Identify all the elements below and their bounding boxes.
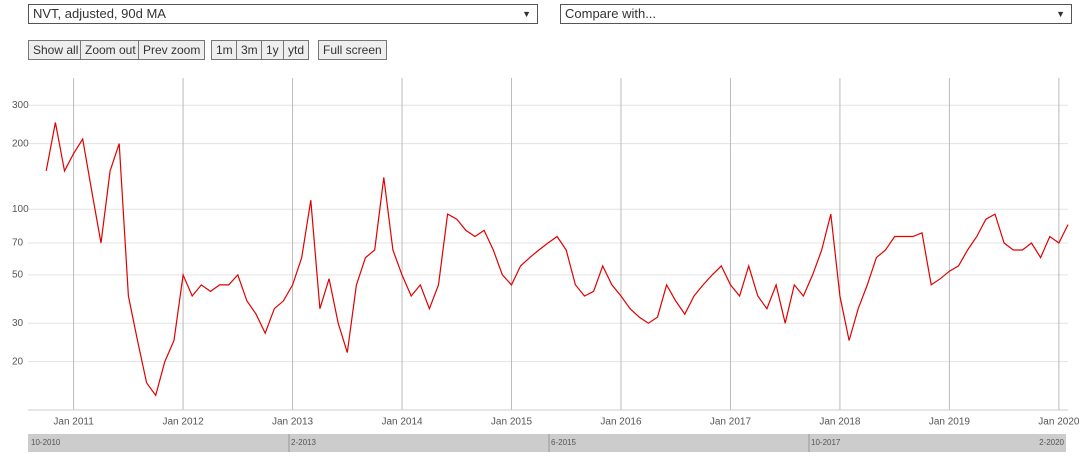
x-tick-label: Jan 2011 [53, 417, 94, 428]
x-tick-label: Jan 2018 [819, 417, 861, 428]
x-tick-label: Jan 2015 [491, 417, 533, 428]
x-tick-label: Jan 2020 [1038, 417, 1080, 428]
navigator[interactable] [28, 434, 1066, 452]
y-tick-label: 300 [12, 100, 29, 111]
compare-text: Compare with... [565, 6, 657, 21]
select-arrow: ▼ [1056, 9, 1065, 19]
full-screen-button[interactable]: Full screen [318, 40, 387, 60]
navigator-label: 2-2013 [291, 438, 316, 447]
x-tick-label: Jan 2012 [163, 417, 205, 428]
metric-select[interactable]: NVT, adjusted, 90d MA ▼ [28, 4, 538, 24]
y-tick-label: 200 [12, 138, 29, 149]
x-tick-label: Jan 2013 [272, 417, 314, 428]
x-tick-label: Jan 2016 [600, 417, 642, 428]
navigator-label: 10-2017 [811, 438, 841, 447]
y-tick-label: 50 [12, 270, 24, 281]
prev-zoom-button[interactable]: Prev zoom [138, 40, 206, 60]
range-3m-button[interactable]: 3m [236, 40, 263, 60]
range-ytd-button[interactable]: ytd [283, 40, 310, 60]
metric-text: NVT, adjusted, 90d MA [33, 6, 166, 21]
select-arrow: ▼ [522, 9, 531, 19]
show-all-button[interactable]: Show all [28, 40, 84, 60]
compare-select[interactable]: Compare with... ▼ [560, 4, 1072, 24]
x-tick-label: Jan 2019 [929, 417, 971, 428]
y-tick-label: 100 [12, 204, 29, 215]
y-tick-label: 30 [12, 318, 24, 329]
navigator-label: 2-2020 [1039, 438, 1064, 447]
y-tick-label: 20 [12, 356, 24, 367]
navigator-label: 10-2010 [31, 438, 61, 447]
x-tick-label: Jan 2017 [710, 417, 752, 428]
y-tick-label: 70 [12, 238, 24, 249]
x-tick-label: Jan 2014 [381, 417, 423, 428]
navigator-label: 6-2015 [551, 438, 576, 447]
data-line [45, 122, 1069, 397]
